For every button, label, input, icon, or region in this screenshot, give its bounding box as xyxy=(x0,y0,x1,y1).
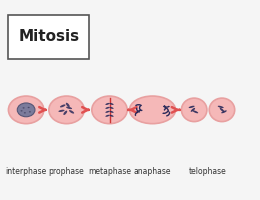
Ellipse shape xyxy=(66,103,70,107)
Ellipse shape xyxy=(105,107,110,109)
Text: prophase: prophase xyxy=(49,166,84,176)
FancyBboxPatch shape xyxy=(8,15,89,59)
Ellipse shape xyxy=(218,106,224,108)
Ellipse shape xyxy=(109,103,114,105)
Ellipse shape xyxy=(28,107,30,108)
Ellipse shape xyxy=(66,107,72,109)
Ellipse shape xyxy=(193,110,198,113)
Ellipse shape xyxy=(220,108,224,112)
Text: Mitosis: Mitosis xyxy=(18,29,79,44)
Ellipse shape xyxy=(8,96,44,124)
Ellipse shape xyxy=(105,103,110,105)
Ellipse shape xyxy=(189,106,195,108)
Ellipse shape xyxy=(60,104,66,107)
Ellipse shape xyxy=(69,110,74,114)
Ellipse shape xyxy=(109,115,114,117)
Ellipse shape xyxy=(92,96,127,124)
Ellipse shape xyxy=(23,107,25,109)
Ellipse shape xyxy=(209,98,235,122)
Text: metaphase: metaphase xyxy=(88,166,131,176)
Ellipse shape xyxy=(21,110,23,112)
Ellipse shape xyxy=(49,96,84,124)
Ellipse shape xyxy=(109,111,114,113)
Text: anaphase: anaphase xyxy=(134,166,171,176)
Ellipse shape xyxy=(17,103,35,117)
Ellipse shape xyxy=(181,98,207,122)
Ellipse shape xyxy=(63,111,67,115)
Text: interphase: interphase xyxy=(5,166,47,176)
Ellipse shape xyxy=(129,96,176,124)
Ellipse shape xyxy=(58,110,64,112)
Ellipse shape xyxy=(105,115,110,117)
Ellipse shape xyxy=(221,110,227,113)
Ellipse shape xyxy=(191,108,195,112)
Ellipse shape xyxy=(109,107,114,109)
Text: telophase: telophase xyxy=(189,166,227,176)
Ellipse shape xyxy=(29,111,31,113)
Ellipse shape xyxy=(24,112,26,114)
Ellipse shape xyxy=(105,111,110,113)
